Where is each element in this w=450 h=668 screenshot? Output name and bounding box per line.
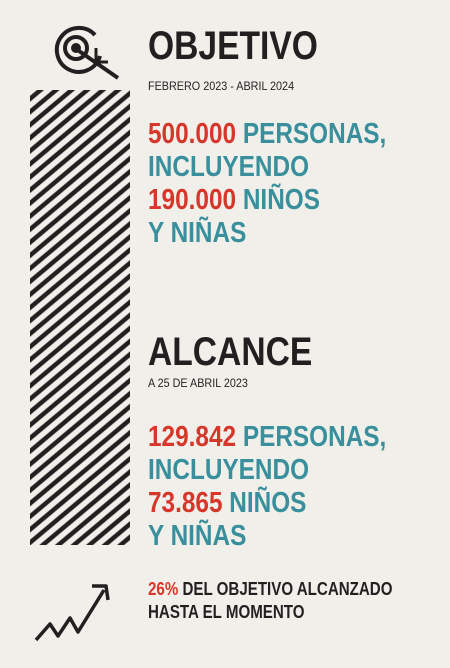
footer-line-1: 26% DEL OBJETIVO ALCANZADO [148, 578, 392, 600]
reach-title: ALCANCE [148, 330, 313, 374]
label: Y NIÑAS [148, 520, 247, 552]
number: 129.842 [148, 421, 237, 453]
growth-icon [34, 584, 110, 642]
text-line: 500.000 PERSONAS, [148, 118, 386, 150]
label: INCLUYENDO [148, 151, 310, 183]
reach-bar [30, 428, 130, 545]
label: Y NIÑAS [148, 217, 247, 249]
label: NIÑOS [229, 487, 307, 519]
text-line: 73.865 NIÑOS [148, 487, 306, 519]
label: INCLUYENDO [148, 454, 310, 486]
text-line: 190.000 NIÑOS [148, 184, 320, 216]
number: 190.000 [148, 184, 237, 216]
goal-bar [30, 90, 130, 428]
percent: 26% [148, 579, 179, 599]
text-line: Y NIÑAS [148, 217, 246, 249]
text-line: INCLUYENDO [148, 454, 309, 486]
target-icon [54, 25, 120, 80]
text-line: 129.842 PERSONAS, [148, 421, 386, 453]
goal-subtitle: FEBRERO 2023 - ABRIL 2024 [148, 79, 295, 93]
text-line: Y NIÑAS [148, 520, 246, 552]
text-line: INCLUYENDO [148, 151, 309, 183]
label: NIÑOS [242, 184, 320, 216]
number: 73.865 [148, 487, 223, 519]
reach-subtitle: A 25 DE ABRIL 2023 [148, 376, 248, 390]
number: 500.000 [148, 118, 237, 150]
label: PERSONAS, [242, 118, 387, 150]
footer-text: DEL OBJETIVO ALCANZADO [182, 579, 393, 599]
label: PERSONAS, [242, 421, 387, 453]
footer-line-2: HASTA EL MOMENTO [148, 602, 305, 622]
goal-title: OBJETIVO [148, 24, 318, 68]
